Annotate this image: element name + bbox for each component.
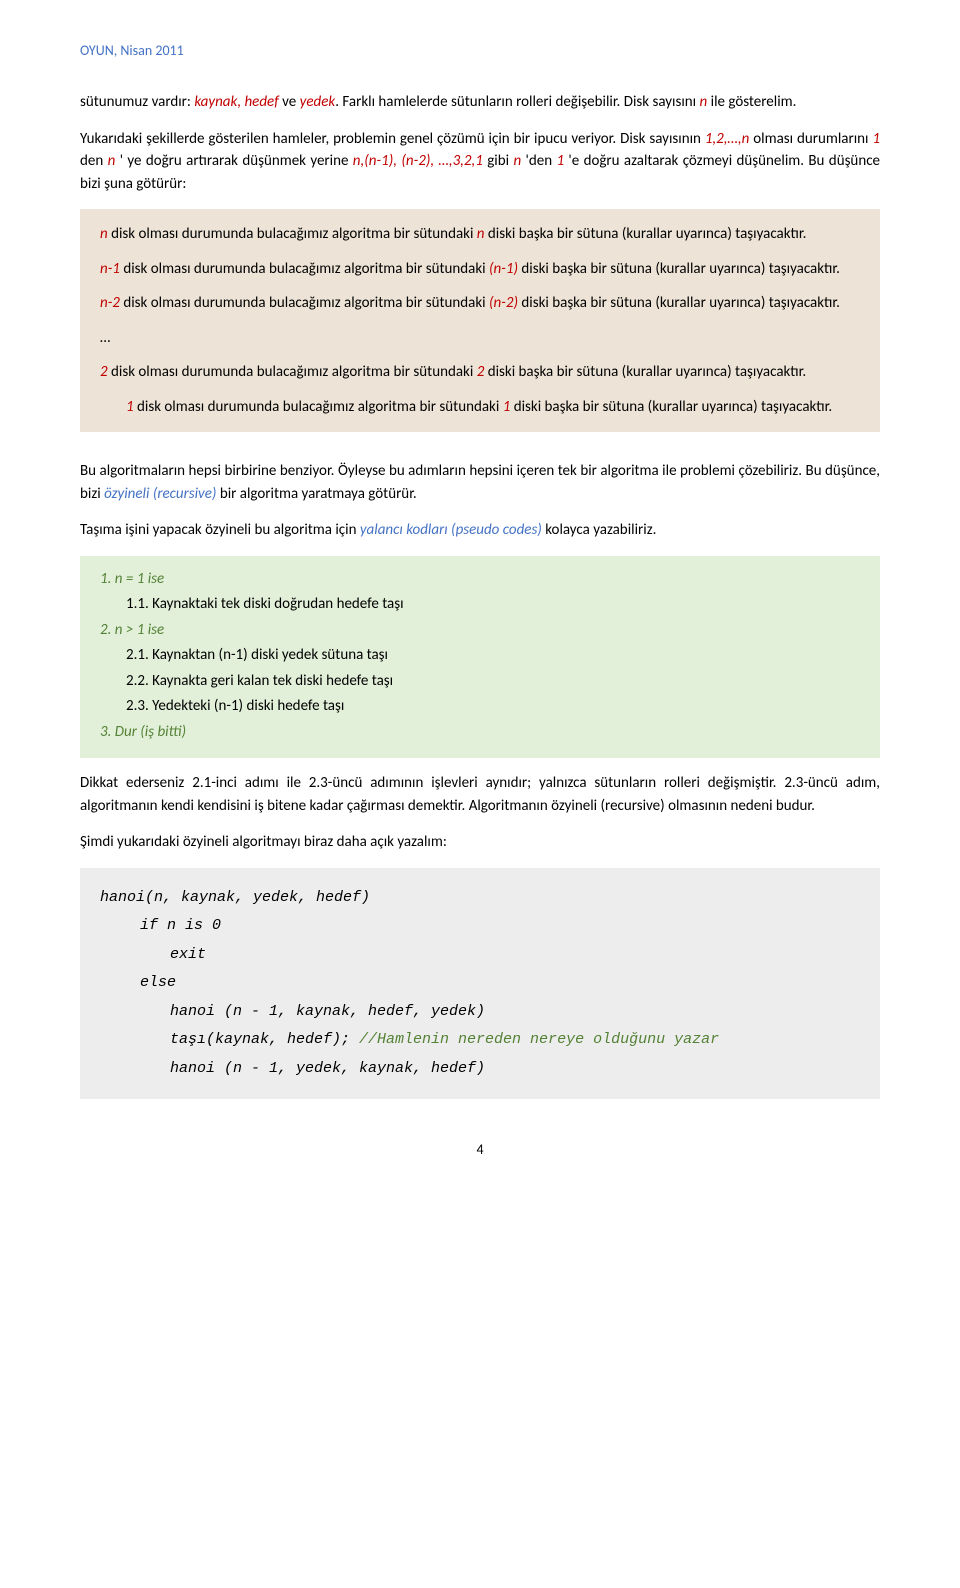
text: diski başka bir sütuna (kurallar uyarınc… [484, 363, 806, 381]
code-line: hanoi(n, kaynak, yedek, hedef) [100, 884, 860, 913]
text: gibi [483, 152, 514, 170]
case-n-1: n-1 disk olması durumunda bulacağımız al… [100, 258, 860, 281]
text: Taşıma işini yapacak özyineli bu algorit… [80, 521, 360, 539]
var: n [513, 152, 521, 170]
code-line: exit [100, 941, 860, 970]
term: özyineli (recursive) [104, 485, 216, 503]
step-2-3: 2.3. Yedekteki (n-1) diski hedefe taşı [100, 695, 860, 718]
term: yalancı kodları (pseudo codes) [360, 521, 542, 539]
var: (n-2) [489, 294, 518, 312]
text: 'den [521, 152, 556, 170]
page-number: 4 [80, 1139, 880, 1160]
paragraph-5: Dikkat ederseniz 2.1-inci adımı ile 2.3-… [80, 772, 880, 817]
code-text: taşı(kaynak, hedef); [170, 1031, 359, 1048]
text: diski başka bir sütuna (kurallar uyarınc… [485, 225, 807, 243]
text: ' ye doğru artırarak düşünmek yerine [115, 152, 352, 170]
text: kolayca yazabiliriz. [542, 521, 657, 539]
step-2-2: 2.2. Kaynakta geri kalan tek diski hedef… [100, 670, 860, 693]
paragraph-3: Bu algoritmaların hepsi birbirine benziy… [80, 460, 880, 505]
text: den [80, 152, 108, 170]
code-line: hanoi (n - 1, yedek, kaynak, hedef) [100, 1055, 860, 1084]
term: yedek [300, 93, 336, 111]
code-comment: //Hamlenin nereden nereye olduğunu yazar [359, 1031, 719, 1048]
var: n [477, 225, 485, 243]
term: kaynak, hedef [194, 93, 278, 111]
text: ve [279, 93, 300, 111]
var: n,(n-1), (n-2), …,3,2,1 [353, 152, 483, 170]
case-2: 2 disk olması durumunda bulacağımız algo… [100, 361, 860, 384]
text: sütunumuz vardır: [80, 93, 194, 111]
step-2-1: 2.1. Kaynaktan (n-1) diski yedek sütuna … [100, 644, 860, 667]
text: diski başka bir sütuna (kurallar uyarınc… [518, 294, 840, 312]
text: disk olması durumunda bulacağımız algori… [108, 225, 477, 243]
var: n-2 [100, 294, 120, 312]
paragraph-1: sütunumuz vardır: kaynak, hedef ve yedek… [80, 91, 880, 114]
text: disk olması durumunda bulacağımız algori… [134, 398, 503, 416]
text: . Farklı hamlelerde sütunların rolleri d… [335, 93, 699, 111]
page-header: OYUN, Nisan 2011 [80, 40, 880, 61]
var: 2 [100, 363, 108, 381]
var: (n-1) [489, 260, 518, 278]
code-line: hanoi (n - 1, kaynak, hedef, yedek) [100, 998, 860, 1027]
step-2: 2. n > 1 ise [100, 619, 860, 642]
case-n: n disk olması durumunda bulacağımız algo… [100, 223, 860, 246]
algorithm-cases-box: n disk olması durumunda bulacağımız algo… [80, 209, 880, 432]
paragraph-2: Yukarıdaki şekillerde gösterilen hamlele… [80, 128, 880, 196]
var: 1,2,…,n [705, 130, 750, 148]
text: ile gösterelim. [707, 93, 796, 111]
step-1-1: 1.1. Kaynaktaki tek diski doğrudan hedef… [100, 593, 860, 616]
step-3: 3. Dur (iş bitti) [100, 721, 860, 744]
text: Yukarıdaki şekillerde gösterilen hamlele… [80, 130, 705, 148]
text: disk olması durumunda bulacağımız algori… [120, 260, 489, 278]
paragraph-4: Taşıma işini yapacak özyineli bu algorit… [80, 519, 880, 542]
var: 1 [872, 130, 880, 148]
text: disk olması durumunda bulacağımız algori… [120, 294, 489, 312]
text: disk olması durumunda bulacağımız algori… [108, 363, 477, 381]
case-n-2: n-2 disk olması durumunda bulacağımız al… [100, 292, 860, 315]
text: diski başka bir sütuna (kurallar uyarınc… [510, 398, 832, 416]
paragraph-6: Şimdi yukarıdaki özyineli algoritmayı bi… [80, 831, 880, 854]
pseudocode-box: 1. n = 1 ise 1.1. Kaynaktaki tek diski d… [80, 556, 880, 759]
case-1: 1 disk olması durumunda bulacağımız algo… [100, 396, 860, 419]
code-line: else [100, 969, 860, 998]
var: n-1 [100, 260, 120, 278]
text: bir algoritma yaratmaya götürür. [216, 485, 416, 503]
code-block: hanoi(n, kaynak, yedek, hedef) if n is 0… [80, 868, 880, 1100]
code-line: if n is 0 [100, 912, 860, 941]
var: n [100, 225, 108, 243]
var: 1 [556, 152, 564, 170]
step-1: 1. n = 1 ise [100, 568, 860, 591]
code-line: taşı(kaynak, hedef); //Hamlenin nereden … [100, 1026, 860, 1055]
text: diski başka bir sütuna (kurallar uyarınc… [518, 260, 840, 278]
text: olması durumlarını [749, 130, 872, 148]
var: 1 [126, 398, 134, 416]
ellipsis: … [100, 327, 860, 350]
